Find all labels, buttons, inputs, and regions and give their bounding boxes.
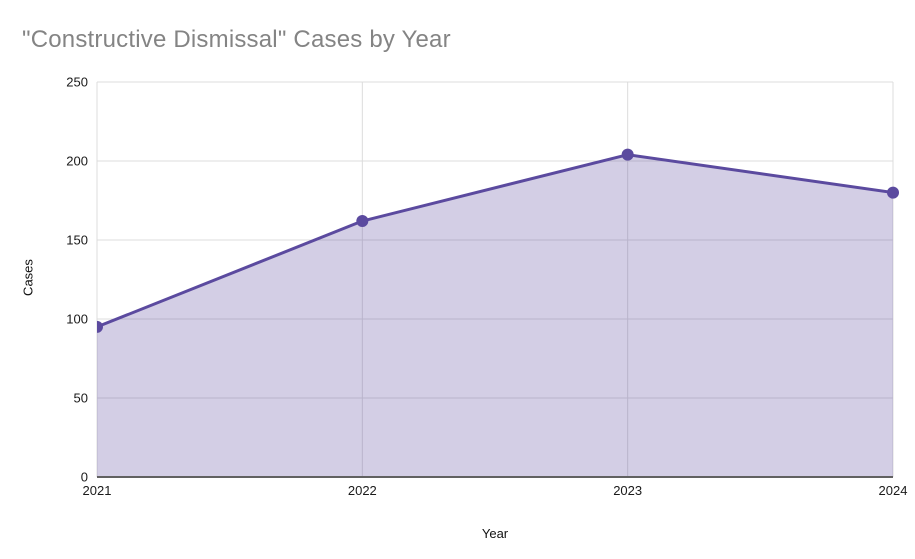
x-tick-label-2023: 2023 <box>613 483 642 498</box>
y-tick-label-100: 100 <box>66 312 88 327</box>
data-point-2024 <box>887 186 899 199</box>
y-tick-label-150: 150 <box>66 233 88 248</box>
x-axis-title: Year <box>481 526 509 541</box>
y-axis-title: Cases <box>20 259 36 296</box>
data-point-2023 <box>621 148 634 161</box>
series-area-fill <box>97 154 893 477</box>
x-tick-label-2021: 2021 <box>83 483 112 498</box>
x-tick-label-2024: 2024 <box>879 483 908 498</box>
data-point-2022 <box>356 215 369 228</box>
x-tick-label-2022: 2022 <box>348 483 377 498</box>
y-tick-label-200: 200 <box>66 154 88 169</box>
y-tick-label-250: 250 <box>66 75 88 90</box>
chart-title: "Constructive Dismissal" Cases by Year <box>22 26 451 53</box>
y-tick-label-0: 0 <box>81 470 88 485</box>
data-point-2021 <box>97 320 103 333</box>
series-line <box>97 153 895 329</box>
y-tick-label-50: 50 <box>74 391 88 406</box>
